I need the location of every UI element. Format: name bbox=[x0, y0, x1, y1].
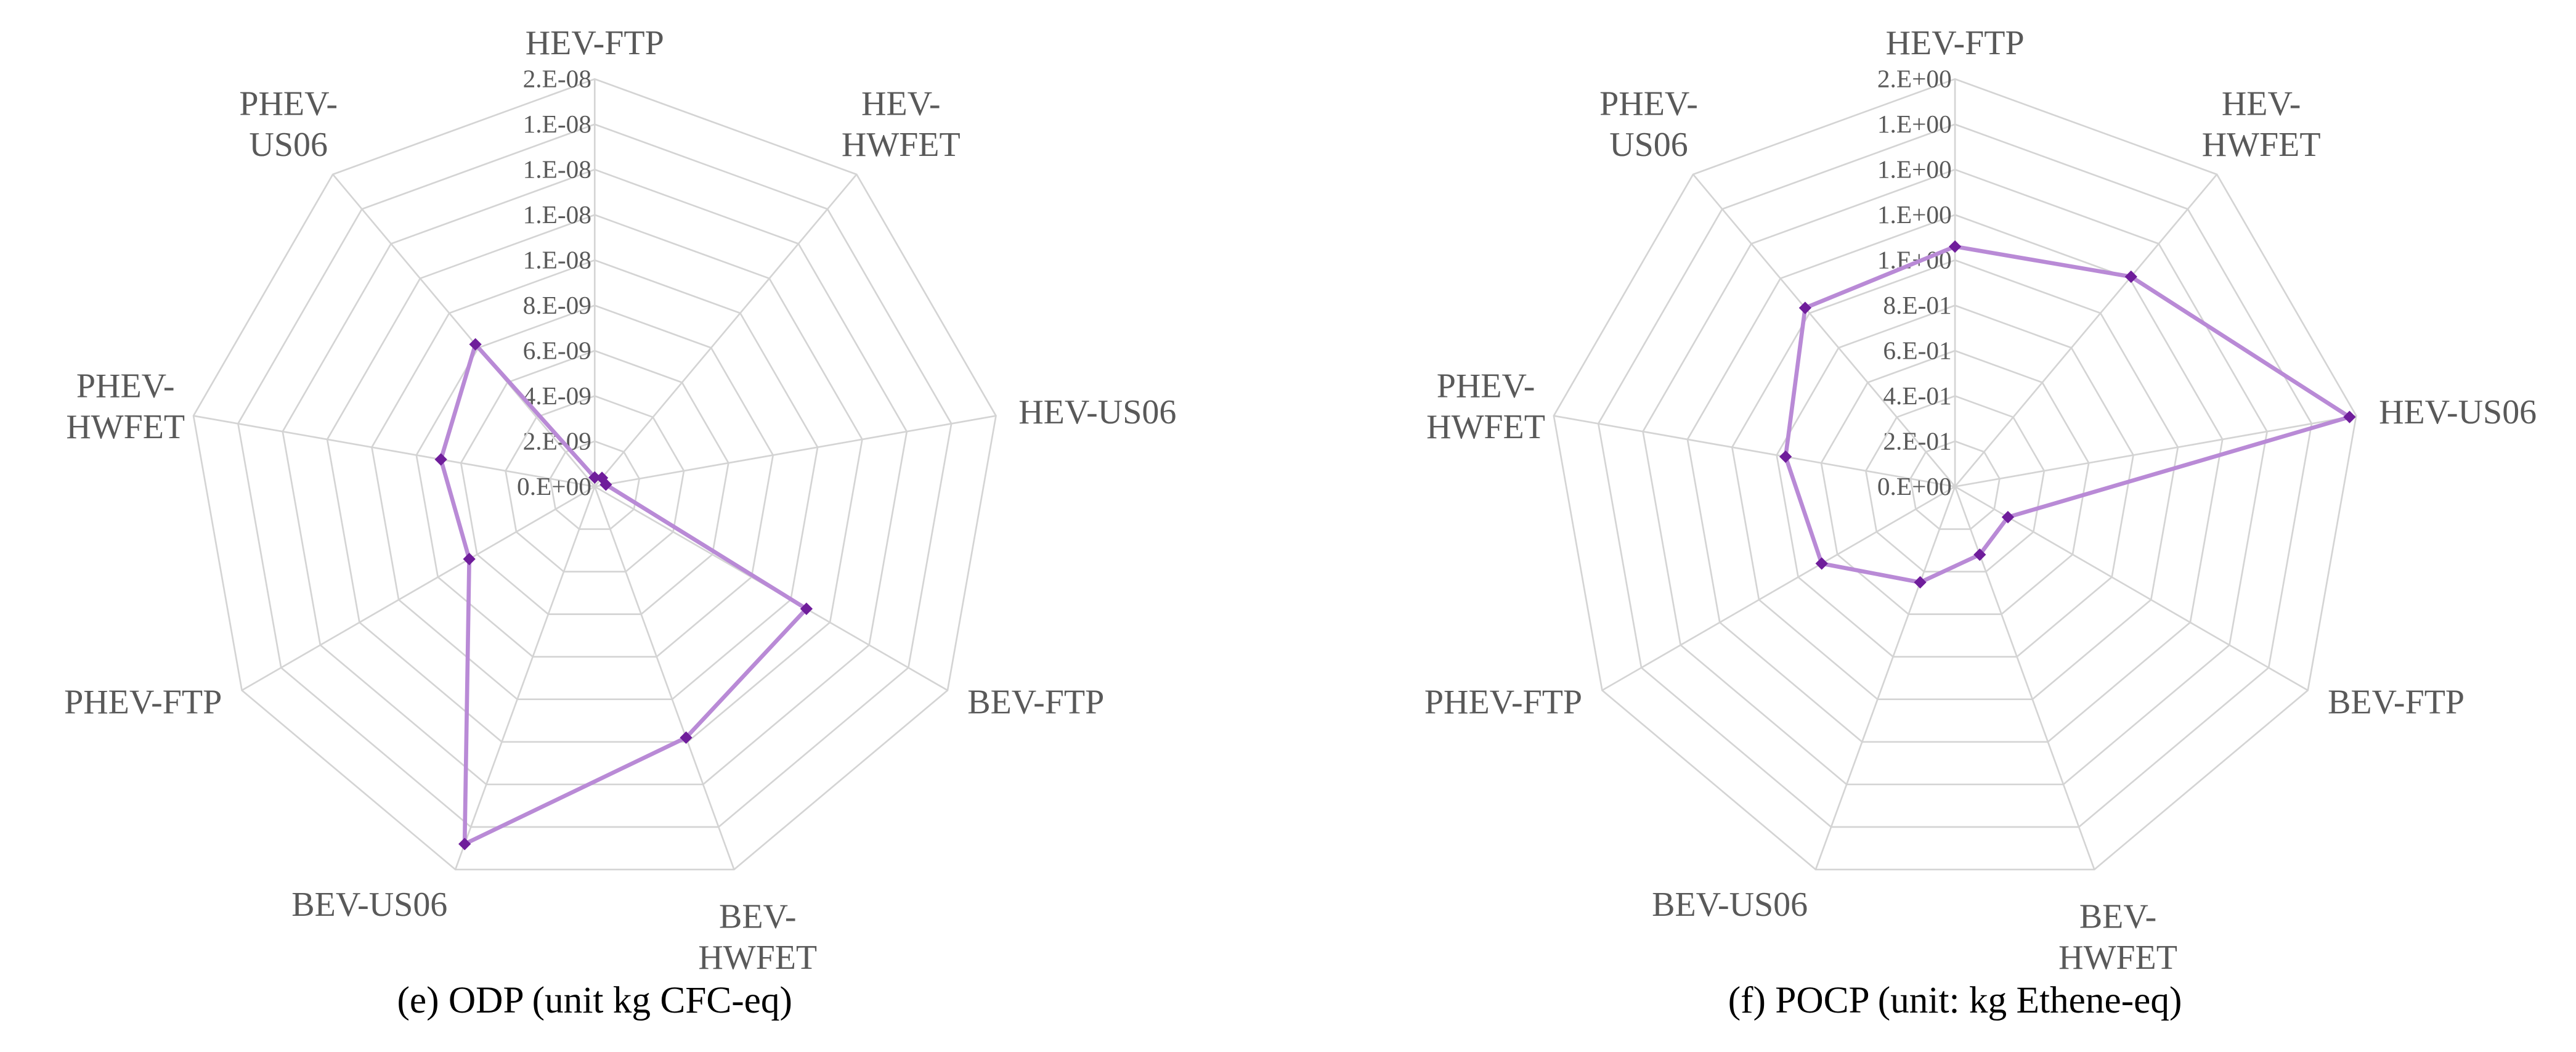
category-label: BEV-US06 bbox=[1652, 886, 1808, 924]
grid-ring bbox=[549, 440, 641, 530]
spoke bbox=[1692, 174, 1956, 487]
category-label: PHEV-FTP bbox=[1424, 683, 1582, 721]
grid-ring bbox=[282, 168, 908, 786]
grid-ring bbox=[1776, 304, 2134, 658]
spoke bbox=[332, 174, 596, 487]
spoke bbox=[1954, 486, 2309, 691]
category-label: PHEV-FTP bbox=[64, 683, 222, 721]
data-marker bbox=[434, 453, 447, 466]
r-tick-label: 1.E-08 bbox=[523, 200, 591, 229]
category-label: BEV-US06 bbox=[291, 886, 447, 924]
data-marker bbox=[469, 338, 482, 351]
data-marker bbox=[1815, 557, 1828, 570]
category-label: BEV-FTP bbox=[967, 683, 1104, 721]
data-marker bbox=[2001, 510, 2015, 524]
grid-ring bbox=[1731, 259, 2179, 701]
r-tick-label: 1.E-08 bbox=[523, 110, 591, 138]
grid-ring bbox=[505, 395, 685, 573]
spoke bbox=[1954, 486, 2095, 870]
r-tick-label: 1.E-08 bbox=[523, 245, 591, 274]
r-tick-label: 0.E+00 bbox=[1877, 472, 1952, 500]
spoke bbox=[1553, 415, 1956, 487]
category-label: PHEV-HWFET bbox=[1426, 367, 1545, 447]
grid-ring bbox=[1820, 349, 2090, 615]
category-label: PHEV-HWFET bbox=[66, 367, 185, 447]
r-tick-label: 2.E-01 bbox=[1883, 426, 1951, 455]
spoke bbox=[1814, 486, 1956, 870]
category-label: HEV-US06 bbox=[1018, 393, 1176, 431]
data-marker bbox=[588, 471, 601, 484]
r-tick-label: 6.E-09 bbox=[523, 336, 591, 364]
r-tick-label: 2.E-09 bbox=[523, 426, 591, 455]
spoke bbox=[595, 415, 996, 487]
spoke bbox=[594, 174, 858, 487]
r-tick-label: 2.E+00 bbox=[1877, 65, 1952, 93]
category-label: BEV-HWFET bbox=[698, 897, 817, 977]
r-tick-label: 4.E-09 bbox=[523, 381, 591, 410]
r-tick-label: 1.E+00 bbox=[1877, 110, 1952, 138]
spoke bbox=[193, 415, 595, 487]
category-label: BEV-FTP bbox=[2328, 683, 2464, 721]
category-label: HEV-HWFET bbox=[2202, 84, 2321, 164]
data-marker bbox=[463, 552, 476, 566]
data-marker bbox=[1914, 576, 1927, 589]
grid-ring bbox=[1864, 395, 2046, 573]
spoke bbox=[241, 486, 595, 691]
r-tick-label: 0.E+00 bbox=[517, 472, 591, 500]
data-marker bbox=[800, 602, 813, 616]
r-tick-label: 8.E-01 bbox=[1883, 291, 1951, 319]
r-tick-label: 4.E-01 bbox=[1883, 381, 1951, 410]
grid-ring bbox=[326, 214, 863, 743]
r-tick-label: 8.E-09 bbox=[523, 291, 591, 319]
data-marker bbox=[2343, 410, 2356, 423]
r-tick-label: 1.E+00 bbox=[1877, 200, 1952, 229]
grid-ring bbox=[371, 259, 819, 701]
data-line bbox=[1783, 244, 2355, 585]
grid-ring bbox=[1686, 214, 2224, 743]
category-label: HEV-US06 bbox=[2379, 393, 2537, 431]
grid-ring bbox=[192, 78, 997, 871]
grid-ring bbox=[1553, 78, 2357, 871]
spoke bbox=[454, 486, 596, 870]
data-marker bbox=[599, 478, 612, 491]
category-label: HEV-HWFET bbox=[842, 84, 961, 164]
grid-ring bbox=[1597, 123, 2313, 828]
r-tick-label: 1.E+00 bbox=[1877, 155, 1952, 184]
spoke bbox=[1954, 415, 2357, 487]
category-label: HEV-FTP bbox=[1886, 24, 2025, 62]
grid-ring bbox=[1909, 440, 2001, 530]
grid-ring bbox=[460, 349, 729, 615]
data-marker bbox=[680, 731, 693, 744]
chart-caption: (e) ODP (unit kg CFC-eq) bbox=[397, 979, 792, 1021]
grid-ring bbox=[415, 304, 774, 658]
category-label: BEV-HWFET bbox=[2058, 897, 2177, 977]
chart-caption: (f) POCP (unit: kg Ethene-eq) bbox=[1728, 979, 2182, 1021]
grid-ring bbox=[1642, 168, 2268, 786]
r-tick-label: 1.E+00 bbox=[1877, 245, 1952, 274]
category-label: HEV-FTP bbox=[526, 24, 664, 62]
data-marker bbox=[1779, 450, 1792, 463]
grid-ring bbox=[237, 123, 953, 828]
r-tick-label: 6.E-01 bbox=[1883, 336, 1951, 364]
category-label: PHEV-US06 bbox=[239, 84, 338, 164]
r-tick-label: 2.E-08 bbox=[523, 65, 591, 93]
spoke bbox=[594, 486, 735, 870]
category-label: PHEV-US06 bbox=[1599, 84, 1698, 164]
r-tick-label: 1.E-08 bbox=[523, 155, 591, 184]
data-marker bbox=[2124, 270, 2137, 283]
spoke bbox=[1954, 174, 2218, 487]
spoke bbox=[1601, 486, 1956, 691]
